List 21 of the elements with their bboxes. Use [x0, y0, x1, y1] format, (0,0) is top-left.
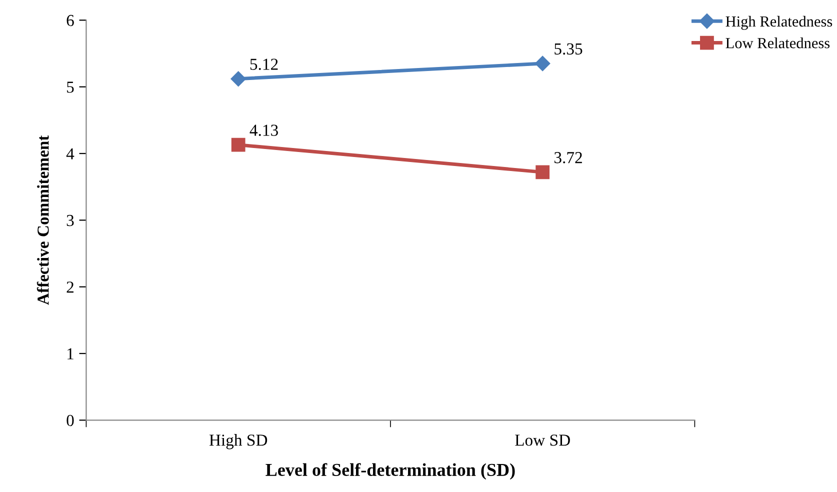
data-label: 3.72 — [554, 152, 582, 164]
y-tick-label: 5 — [67, 82, 74, 93]
x-tick-label: Low SD — [515, 434, 570, 446]
y-tick-label: 3 — [66, 214, 74, 226]
y-tick-label: 0 — [66, 414, 74, 426]
point — [230, 71, 246, 86]
y-tick-label: 6 — [66, 14, 74, 26]
data-label: 4.13 — [250, 124, 278, 136]
y-tick-label: 2 — [66, 282, 74, 293]
data-label: 5.35 — [554, 43, 582, 55]
point — [536, 165, 550, 180]
point — [535, 56, 550, 72]
data-label: 5.12 — [250, 58, 278, 70]
y-axis-title: Affective Commitement — [36, 135, 49, 305]
legend-label: Low Relatedness — [726, 38, 830, 48]
y-tick-label: 4 — [66, 148, 74, 160]
x-tick-label: High SD — [209, 434, 268, 450]
point — [231, 138, 246, 152]
y-tick-label: 1 — [68, 348, 74, 360]
legend-label: High Relatedness — [726, 16, 832, 30]
x-axis-title: Level of Self-determination (SD) — [266, 463, 515, 480]
